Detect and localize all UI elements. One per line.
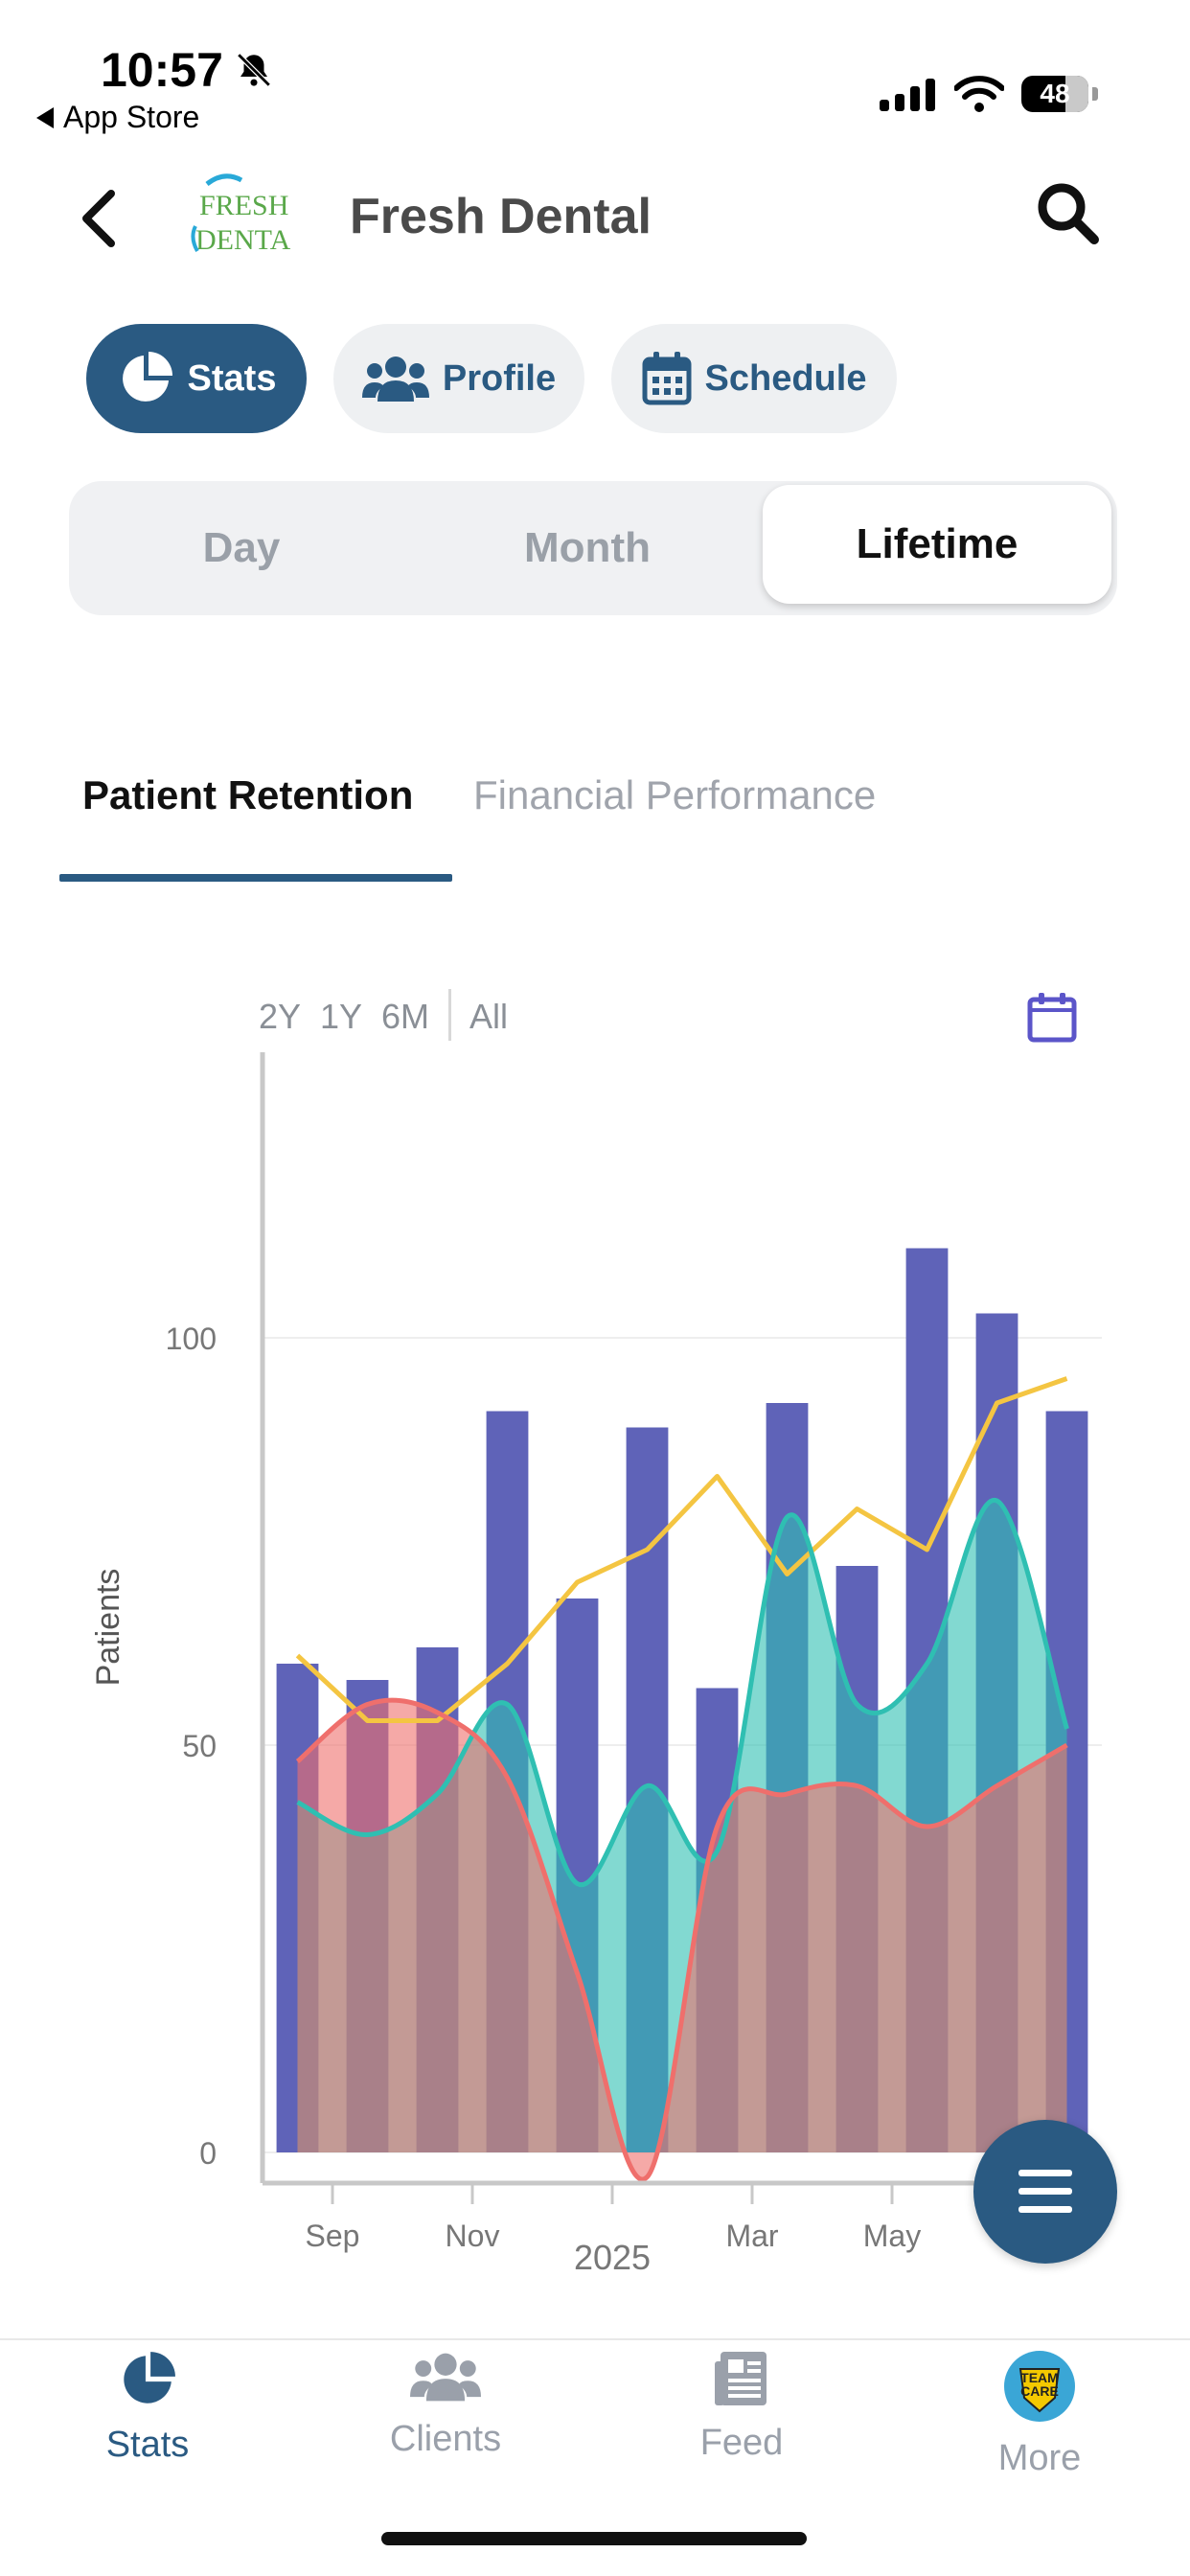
battery-nub xyxy=(1092,87,1098,101)
logo-text-bottom: DENTA xyxy=(195,224,291,256)
range-2y[interactable]: 2Y xyxy=(259,997,302,1036)
x-tick-label: May xyxy=(863,2219,921,2253)
x-tick-label: Sep xyxy=(306,2219,360,2253)
y-tick-label: 0 xyxy=(199,2136,217,2171)
badge-line1: TEAM xyxy=(1020,2370,1059,2385)
y-axis-title: Patients xyxy=(90,1569,126,1687)
x-tick-label: Nov xyxy=(446,2219,500,2253)
status-indicators: 48 xyxy=(880,75,1098,113)
tab-profile-label: Profile xyxy=(442,357,557,399)
back-chevron-icon[interactable] xyxy=(75,188,123,249)
hamburger-menu-icon xyxy=(1018,2170,1072,2213)
nav-stats[interactable]: Stats xyxy=(42,2350,253,2466)
calendar-picker-icon[interactable] xyxy=(1027,993,1077,1043)
tab-stats[interactable]: Stats xyxy=(86,324,307,433)
period-selector: Day Month Lifetime xyxy=(69,481,1117,615)
range-all[interactable]: All xyxy=(469,997,509,1036)
range-6m[interactable]: 6M xyxy=(381,997,430,1036)
home-indicator xyxy=(381,2532,807,2545)
clinic-logo: FRESH DENTA xyxy=(186,171,305,259)
tab-schedule[interactable]: Schedule xyxy=(611,324,897,433)
period-month[interactable]: Month xyxy=(524,524,651,571)
tab-stats-label: Stats xyxy=(187,357,277,399)
nav-clients-label: Clients xyxy=(389,2419,502,2459)
nav-feed[interactable]: Feed xyxy=(636,2350,847,2464)
nav-more[interactable]: TEAM CARE More xyxy=(934,2350,1145,2479)
bell-muted-icon xyxy=(237,53,271,87)
patient-retention-chart: 0 50 100 Sep Nov 2025 Mar May Patients xyxy=(90,1052,1102,2277)
nav-stats-label: Stats xyxy=(105,2425,190,2465)
battery-level: 48 xyxy=(1040,79,1070,108)
nav-more-label: More xyxy=(997,2438,1082,2478)
range-1y[interactable]: 1Y xyxy=(320,997,363,1036)
team-care-badge-icon: TEAM CARE xyxy=(1004,2351,1075,2422)
battery-icon: 48 xyxy=(1021,76,1088,112)
back-app-label: App Store xyxy=(63,100,200,134)
x-tick-label: Mar xyxy=(725,2219,778,2253)
badge-line2: CARE xyxy=(1020,2383,1059,2399)
menu-fab-button[interactable] xyxy=(973,2120,1117,2264)
series-area xyxy=(297,1700,1067,2180)
tab-patient-retention[interactable]: Patient Retention xyxy=(82,772,414,817)
users-icon xyxy=(361,356,429,402)
bottom-nav-divider xyxy=(0,2338,1190,2340)
pie-chart-icon xyxy=(122,352,172,402)
users-icon xyxy=(410,2353,481,2402)
pie-chart-icon xyxy=(124,2352,175,2404)
search-icon[interactable] xyxy=(1033,178,1104,249)
wifi-icon xyxy=(954,76,1004,112)
nav-feed-label: Feed xyxy=(699,2423,784,2463)
active-tab-indicator xyxy=(59,874,452,882)
calendar-icon xyxy=(642,352,692,405)
series-line xyxy=(295,1376,1068,1723)
y-tick-label: 100 xyxy=(166,1322,217,1356)
page-title: Fresh Dental xyxy=(350,189,652,244)
tab-financial-performance[interactable]: Financial Performance xyxy=(473,772,877,817)
logo-text-top: FRESH xyxy=(199,190,288,221)
series-line xyxy=(295,1697,1068,2182)
back-to-app-link[interactable]: App Store xyxy=(36,100,199,135)
period-lifetime[interactable]: Lifetime xyxy=(763,485,1111,604)
period-day[interactable]: Day xyxy=(202,524,281,571)
back-triangle-icon xyxy=(36,106,54,128)
status-time: 10:57 xyxy=(101,43,223,97)
x-tick-label: 2025 xyxy=(574,2238,651,2277)
range-divider xyxy=(448,989,451,1041)
tab-profile[interactable]: Profile xyxy=(333,324,584,433)
tab-schedule-label: Schedule xyxy=(704,357,867,399)
nav-clients[interactable]: Clients xyxy=(340,2350,551,2460)
cellular-signal-icon xyxy=(880,79,935,111)
series-line xyxy=(296,1498,1069,1888)
newspaper-icon xyxy=(715,2352,767,2405)
y-tick-label: 50 xyxy=(182,1729,217,1763)
